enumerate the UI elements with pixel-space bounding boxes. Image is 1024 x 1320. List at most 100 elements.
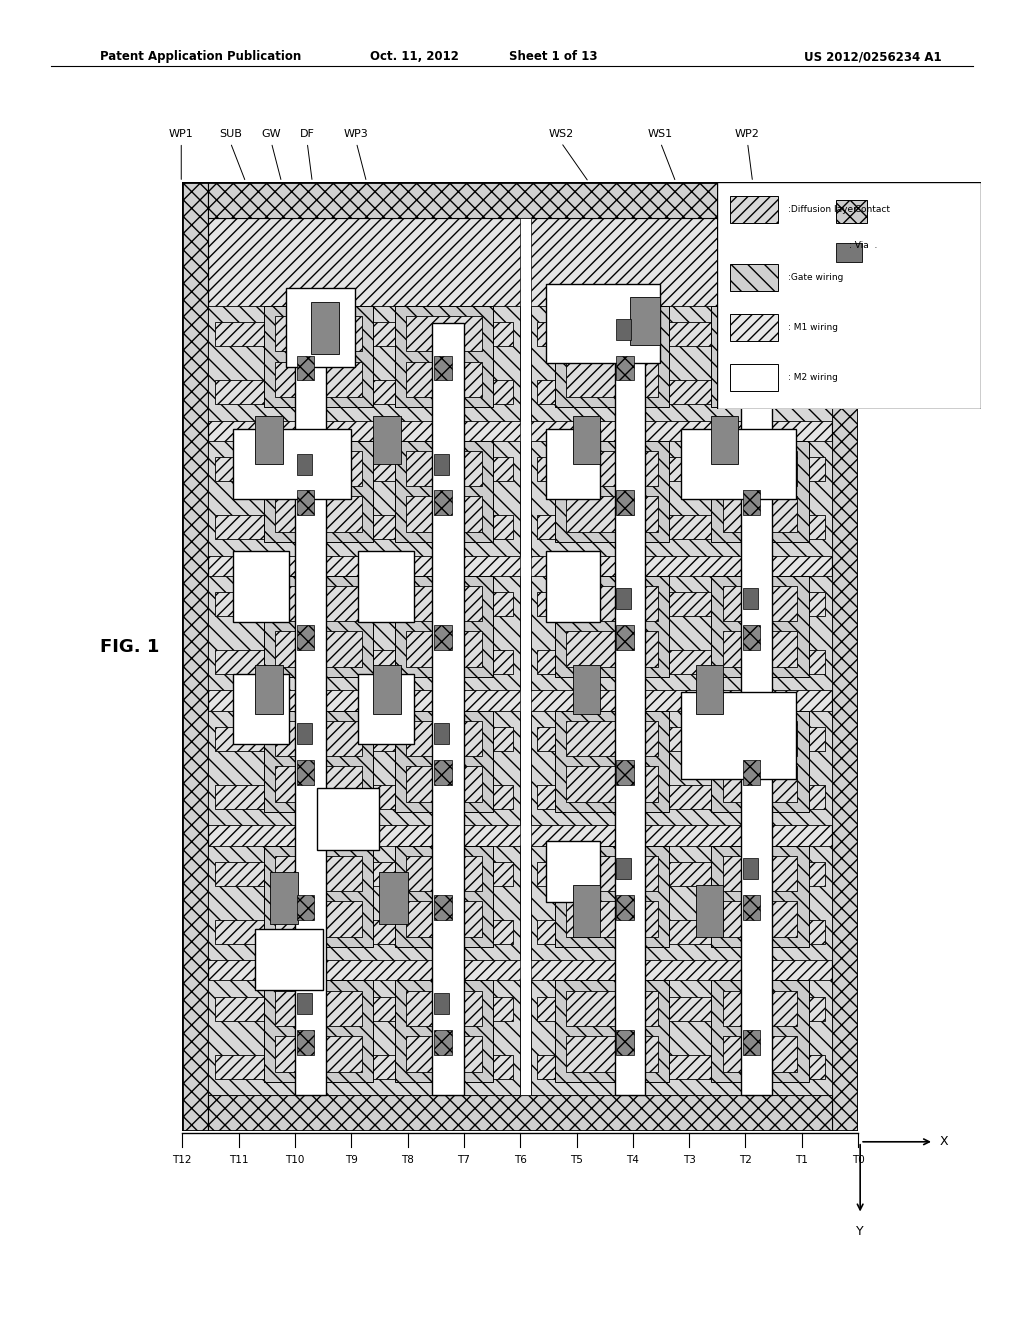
Bar <box>555 710 669 812</box>
Point <box>627 1125 639 1140</box>
Bar <box>566 496 657 532</box>
Bar <box>538 1055 825 1078</box>
Bar <box>723 902 797 937</box>
Bar <box>723 721 797 756</box>
Bar <box>357 675 414 744</box>
Text: T11: T11 <box>228 1155 249 1166</box>
Bar <box>538 591 825 616</box>
Text: : Via  .: : Via . <box>849 242 878 251</box>
Text: :Gate wiring: :Gate wiring <box>788 273 844 282</box>
Bar <box>833 182 858 1131</box>
Bar <box>357 552 414 622</box>
Bar <box>538 920 825 944</box>
Bar <box>215 515 513 540</box>
Bar <box>723 631 797 667</box>
Text: DF: DF <box>300 128 314 139</box>
Text: T8: T8 <box>401 1155 414 1166</box>
Bar <box>616 1030 634 1055</box>
Text: WS2: WS2 <box>549 128 573 139</box>
Bar <box>836 243 862 261</box>
Bar <box>681 692 796 780</box>
Text: T5: T5 <box>570 1155 583 1166</box>
Bar <box>434 895 452 920</box>
Bar <box>555 576 669 677</box>
Text: T12: T12 <box>172 1155 193 1166</box>
Bar <box>286 288 354 367</box>
Point <box>852 1125 864 1140</box>
Point <box>176 1125 188 1140</box>
Bar <box>566 902 657 937</box>
Bar <box>297 355 314 380</box>
Bar <box>630 297 660 346</box>
Text: T7: T7 <box>458 1155 470 1166</box>
Bar <box>434 760 452 785</box>
Bar <box>743 589 758 610</box>
Bar <box>712 306 809 407</box>
Bar <box>406 721 482 756</box>
Bar <box>572 884 600 937</box>
Bar <box>275 855 362 891</box>
Bar <box>712 710 809 812</box>
Bar <box>434 491 452 515</box>
Bar <box>530 306 831 421</box>
Text: Oct. 11, 2012: Oct. 11, 2012 <box>371 50 459 63</box>
Bar <box>530 576 831 690</box>
Bar <box>406 586 482 622</box>
Bar <box>434 993 449 1014</box>
Bar <box>264 306 373 407</box>
Bar <box>255 665 283 714</box>
Bar <box>538 322 825 346</box>
Bar <box>723 586 797 622</box>
Bar <box>373 665 401 714</box>
Bar <box>406 767 482 801</box>
Text: T3: T3 <box>683 1155 695 1166</box>
Bar <box>434 626 452 649</box>
Bar <box>723 990 797 1026</box>
Text: T9: T9 <box>345 1155 357 1166</box>
Bar <box>730 195 777 223</box>
Point <box>176 1125 188 1140</box>
Text: T0: T0 <box>852 1155 864 1166</box>
Bar <box>275 315 362 351</box>
Point <box>570 1125 583 1140</box>
Bar <box>572 416 600 463</box>
Text: FIG. 1: FIG. 1 <box>100 638 160 656</box>
Bar <box>255 416 283 463</box>
Bar <box>723 855 797 891</box>
Bar <box>566 315 657 351</box>
Bar <box>546 429 600 499</box>
Bar <box>297 491 314 515</box>
Bar <box>530 846 831 960</box>
Point <box>401 1139 414 1155</box>
Bar <box>208 981 520 1096</box>
Bar <box>215 649 513 675</box>
Bar <box>538 862 825 886</box>
Bar <box>546 841 600 903</box>
Bar <box>566 721 657 756</box>
Text: :Diffusion layer: :Diffusion layer <box>788 205 857 214</box>
Text: US 2012/0256234 A1: US 2012/0256234 A1 <box>805 50 942 63</box>
Bar <box>215 322 513 346</box>
Bar <box>295 323 327 1096</box>
Bar <box>275 586 362 622</box>
Bar <box>395 981 494 1081</box>
Bar <box>208 441 520 556</box>
Bar <box>373 416 401 463</box>
Bar <box>836 201 867 223</box>
Text: GW: GW <box>261 128 282 139</box>
Bar <box>730 314 777 341</box>
Text: T4: T4 <box>627 1155 639 1166</box>
Text: : Contact: : Contact <box>849 205 890 214</box>
Text: Y: Y <box>856 1225 864 1238</box>
Bar <box>538 457 825 482</box>
Bar <box>616 491 634 515</box>
Bar <box>406 855 482 891</box>
Bar <box>730 364 777 391</box>
Bar <box>555 306 669 407</box>
Bar <box>432 323 464 1096</box>
Point <box>232 1125 245 1140</box>
Bar <box>395 576 494 677</box>
Bar <box>264 710 373 812</box>
Point <box>739 1125 752 1140</box>
Bar <box>317 788 380 850</box>
